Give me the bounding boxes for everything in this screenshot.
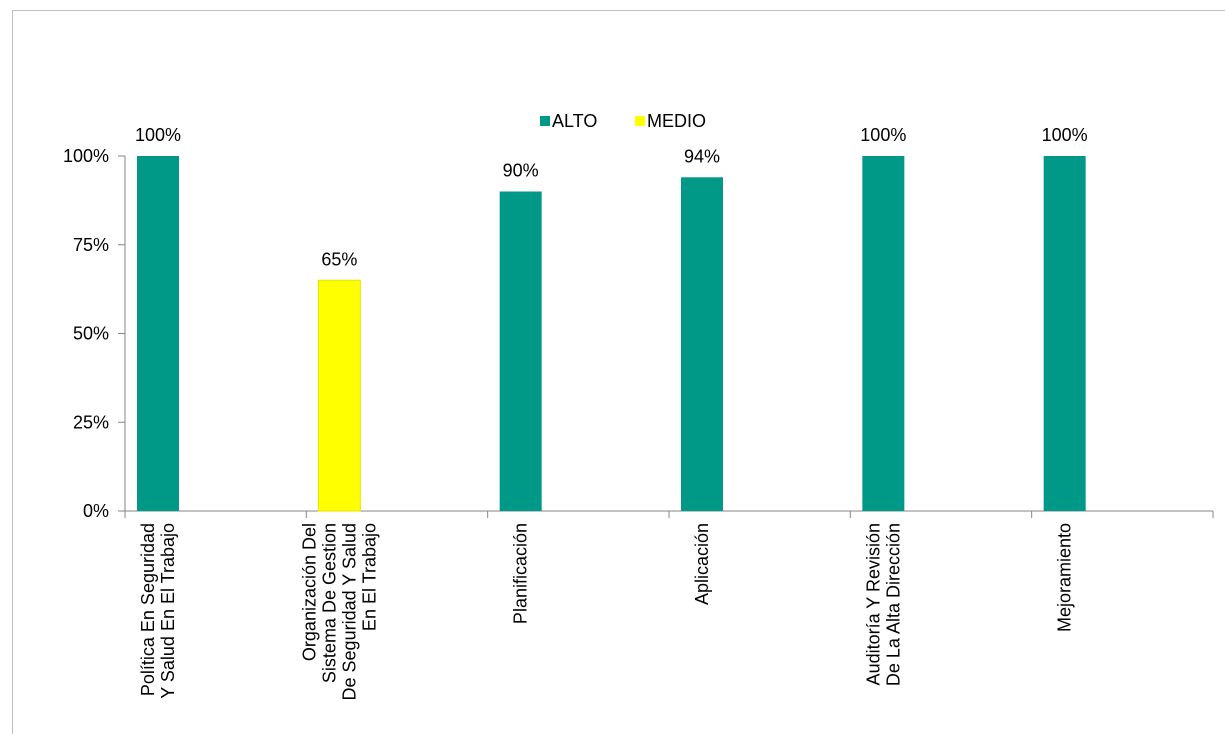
x-tick-label-line: Política En Seguridad [138, 523, 158, 696]
x-tick-label-line: Y Salud En El Trabajo [158, 523, 178, 699]
legend-label-alto: ALTO [552, 111, 597, 131]
data-label: 100% [1042, 125, 1088, 145]
y-tick-label: 25% [73, 412, 109, 432]
x-tick-label-line: Sistema De Gestion [319, 523, 339, 683]
y-tick-label: 0% [83, 501, 109, 521]
x-tick-label-line: Planificación [511, 523, 531, 624]
legend-swatch-medio [635, 116, 645, 126]
bar-alto [862, 156, 905, 511]
value-labels: 100% 65% 90% 94% 100% 100% [135, 125, 1088, 269]
legend-swatch-alto [540, 116, 550, 126]
x-tick-label-line: Aplicación [692, 523, 712, 605]
data-label: 65% [321, 249, 357, 269]
y-tick-label: 100% [63, 146, 109, 166]
data-label: 100% [860, 125, 906, 145]
x-tick-label: Política En Seguridad Y Salud En El Traba… [138, 523, 178, 699]
x-tick-label: Planificación [511, 523, 531, 624]
x-tick-label: Mejoramiento [1055, 523, 1075, 632]
x-tick-label-line: De Seguridad Y Salud [339, 523, 359, 700]
x-tick-label-line: De La Alta Dirección [883, 523, 903, 686]
y-tick-label: 75% [73, 235, 109, 255]
bar-alto [681, 177, 723, 512]
axes: 0% 25% 50% 75% 100% [63, 146, 1214, 521]
legend-label-medio: MEDIO [647, 111, 706, 131]
bars [137, 156, 1086, 512]
y-tick-label: 50% [73, 324, 109, 344]
data-label: 94% [684, 146, 720, 166]
x-tick-label: Auditoría Y Revisión De La Alta Dirección [863, 523, 903, 686]
bar-alto [137, 156, 179, 511]
x-tick-label-line: Organización Del [299, 523, 319, 661]
legend: ALTO MEDIO [540, 111, 706, 131]
x-tick-label: Aplicación [692, 523, 712, 605]
x-tick-label: Organización Del Sistema De Gestion De Seg… [299, 523, 379, 700]
x-tick-label-line: Mejoramiento [1055, 523, 1075, 632]
bar-alto [499, 191, 542, 511]
chart-frame [12, 10, 1225, 734]
data-label: 90% [503, 161, 539, 181]
bar-medio [317, 279, 361, 512]
data-label: 100% [135, 125, 181, 145]
x-tick-labels: Política En Seguridad Y Salud En El Traba… [138, 523, 1075, 700]
x-tick-label-line: Auditoría Y Revisión [863, 523, 883, 685]
bar-alto [1043, 156, 1086, 511]
x-tick-label-line: En El Trabajo [359, 523, 379, 631]
